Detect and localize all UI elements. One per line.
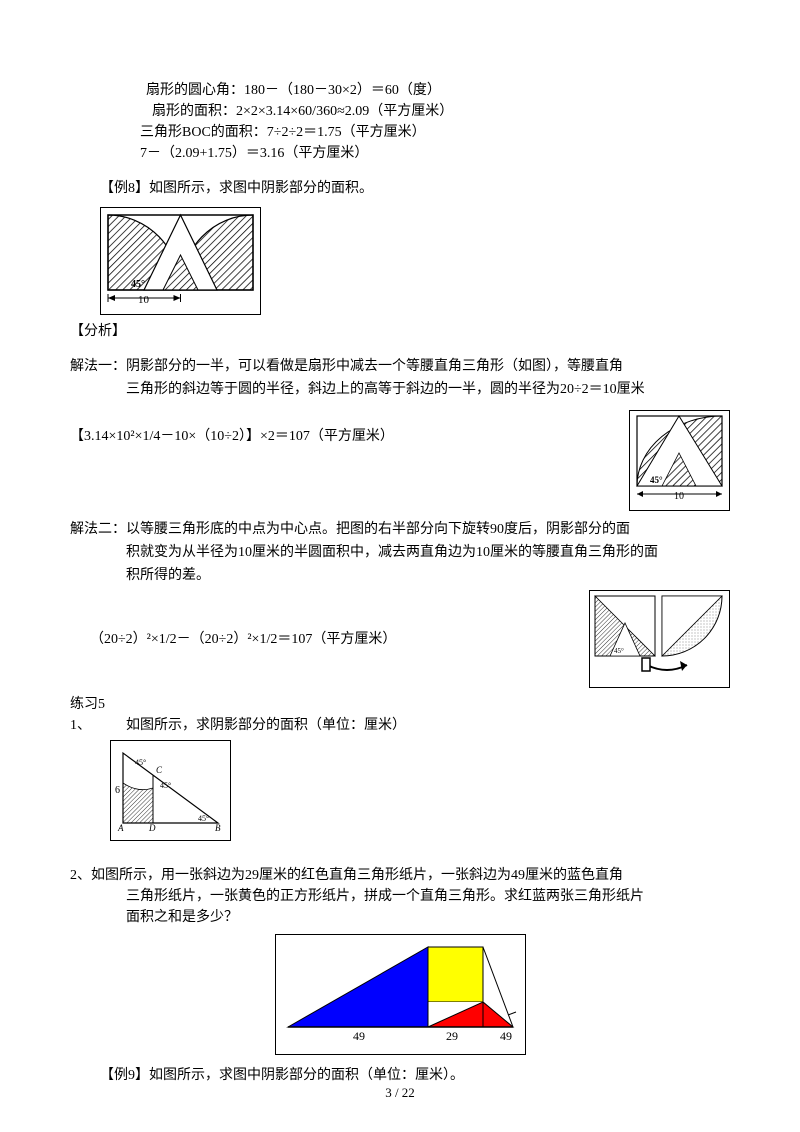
svg-text:C: C bbox=[156, 765, 163, 775]
method2-c: 积所得的差。 bbox=[70, 565, 730, 586]
ex8-heading: 【例8】如图所示，求图中阴影部分的面积。 bbox=[100, 178, 730, 199]
method2-a: 解法二：以等腰三角形底的中点为中心点。把图的右半部分向下旋转90度后，阴影部分的… bbox=[70, 519, 730, 540]
calc-l1: 扇形的圆心角：180－（180－30×2）＝60（度） bbox=[146, 80, 730, 101]
svg-text:45°: 45° bbox=[131, 279, 145, 290]
calc-block: 扇形的圆心角：180－（180－30×2）＝60（度） 扇形的面积：2×2×3.… bbox=[140, 80, 730, 164]
ex8-figure-rotate: 45° bbox=[589, 590, 730, 688]
blue-triangle bbox=[288, 947, 428, 1027]
yellow-square bbox=[428, 947, 483, 1002]
svg-text:45°: 45° bbox=[614, 647, 624, 655]
svg-text:A: A bbox=[117, 823, 124, 831]
calc-l4: 7－（2.09+1.75）＝3.16（平方厘米） bbox=[140, 143, 730, 164]
practice5-q2c: 面积之和是多少？ bbox=[70, 907, 730, 928]
formula1: 【3.14×10²×1/4－10×（10÷2）】×2＝107（平方厘米） bbox=[70, 426, 619, 447]
analysis-label: 【分析】 bbox=[70, 321, 730, 342]
method2-b: 积就变为从半径为10厘米的半圆面积中，减去两直角边为10厘米的等腰直角三角形的面 bbox=[70, 542, 730, 563]
svg-text:45°: 45° bbox=[650, 475, 663, 485]
svg-text:49: 49 bbox=[500, 1029, 512, 1043]
svg-text:10: 10 bbox=[138, 294, 150, 305]
svg-text:10: 10 bbox=[674, 491, 684, 501]
ex8-figure-half: 45° 10 bbox=[629, 410, 730, 511]
practice5-q2a: 2、如图所示，用一张斜边为29厘米的红色直角三角形纸片，一张斜边为49厘米的蓝色… bbox=[70, 865, 730, 886]
practice5-q2b: 三角形纸片，一张黄色的正方形纸片，拼成一个直角三角形。求红蓝两张三角形纸片 bbox=[70, 886, 730, 907]
ex8-figure-main: 45° 10 bbox=[100, 207, 261, 315]
calc-l3: 三角形BOC的面积：7÷2÷2＝1.75（平方厘米） bbox=[140, 122, 730, 143]
svg-text:45°: 45° bbox=[160, 781, 171, 790]
svg-text:45°: 45° bbox=[135, 758, 146, 767]
page-number: 3 / 22 bbox=[0, 1083, 800, 1103]
practice5-q1: 1、 如图所示，求阴影部分的面积（单位：厘米） bbox=[70, 715, 730, 736]
practice5-title: 练习5 bbox=[70, 694, 730, 715]
formula2: （20÷2）²×1/2－（20÷2）²×1/2＝107（平方厘米） bbox=[90, 629, 579, 650]
svg-text:29: 29 bbox=[446, 1029, 458, 1043]
calc-l2: 扇形的面积：2×2×3.14×60/360≈2.09（平方厘米） bbox=[152, 101, 730, 122]
svg-text:D: D bbox=[148, 823, 156, 831]
svg-text:49: 49 bbox=[353, 1029, 365, 1043]
svg-text:6: 6 bbox=[115, 785, 120, 796]
practice5-fig1: 45° 45° 45° 6 A D B C bbox=[110, 740, 231, 841]
method1-b: 三角形的斜边等于圆的半径，斜边上的高等于斜边的一半，圆的半径为20÷2＝10厘米 bbox=[70, 379, 730, 400]
practice5-fig2: 49 29 49 bbox=[70, 934, 730, 1055]
svg-text:B: B bbox=[215, 823, 221, 831]
method1-a: 解法一：阴影部分的一半，可以看做是扇形中减去一个等腰直角三角形（如图），等腰直角 bbox=[70, 356, 730, 377]
svg-text:45°: 45° bbox=[198, 814, 209, 823]
